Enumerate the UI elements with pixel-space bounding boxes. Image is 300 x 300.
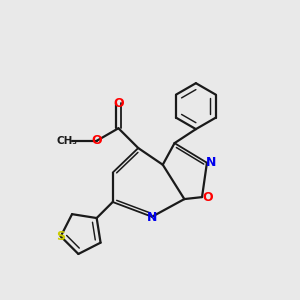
Text: CH₃: CH₃ bbox=[57, 136, 78, 146]
Text: S: S bbox=[56, 230, 65, 243]
Text: N: N bbox=[206, 156, 217, 169]
Text: N: N bbox=[147, 211, 158, 224]
Text: O: O bbox=[202, 190, 213, 204]
Text: O: O bbox=[113, 97, 124, 110]
Text: O: O bbox=[92, 134, 102, 147]
